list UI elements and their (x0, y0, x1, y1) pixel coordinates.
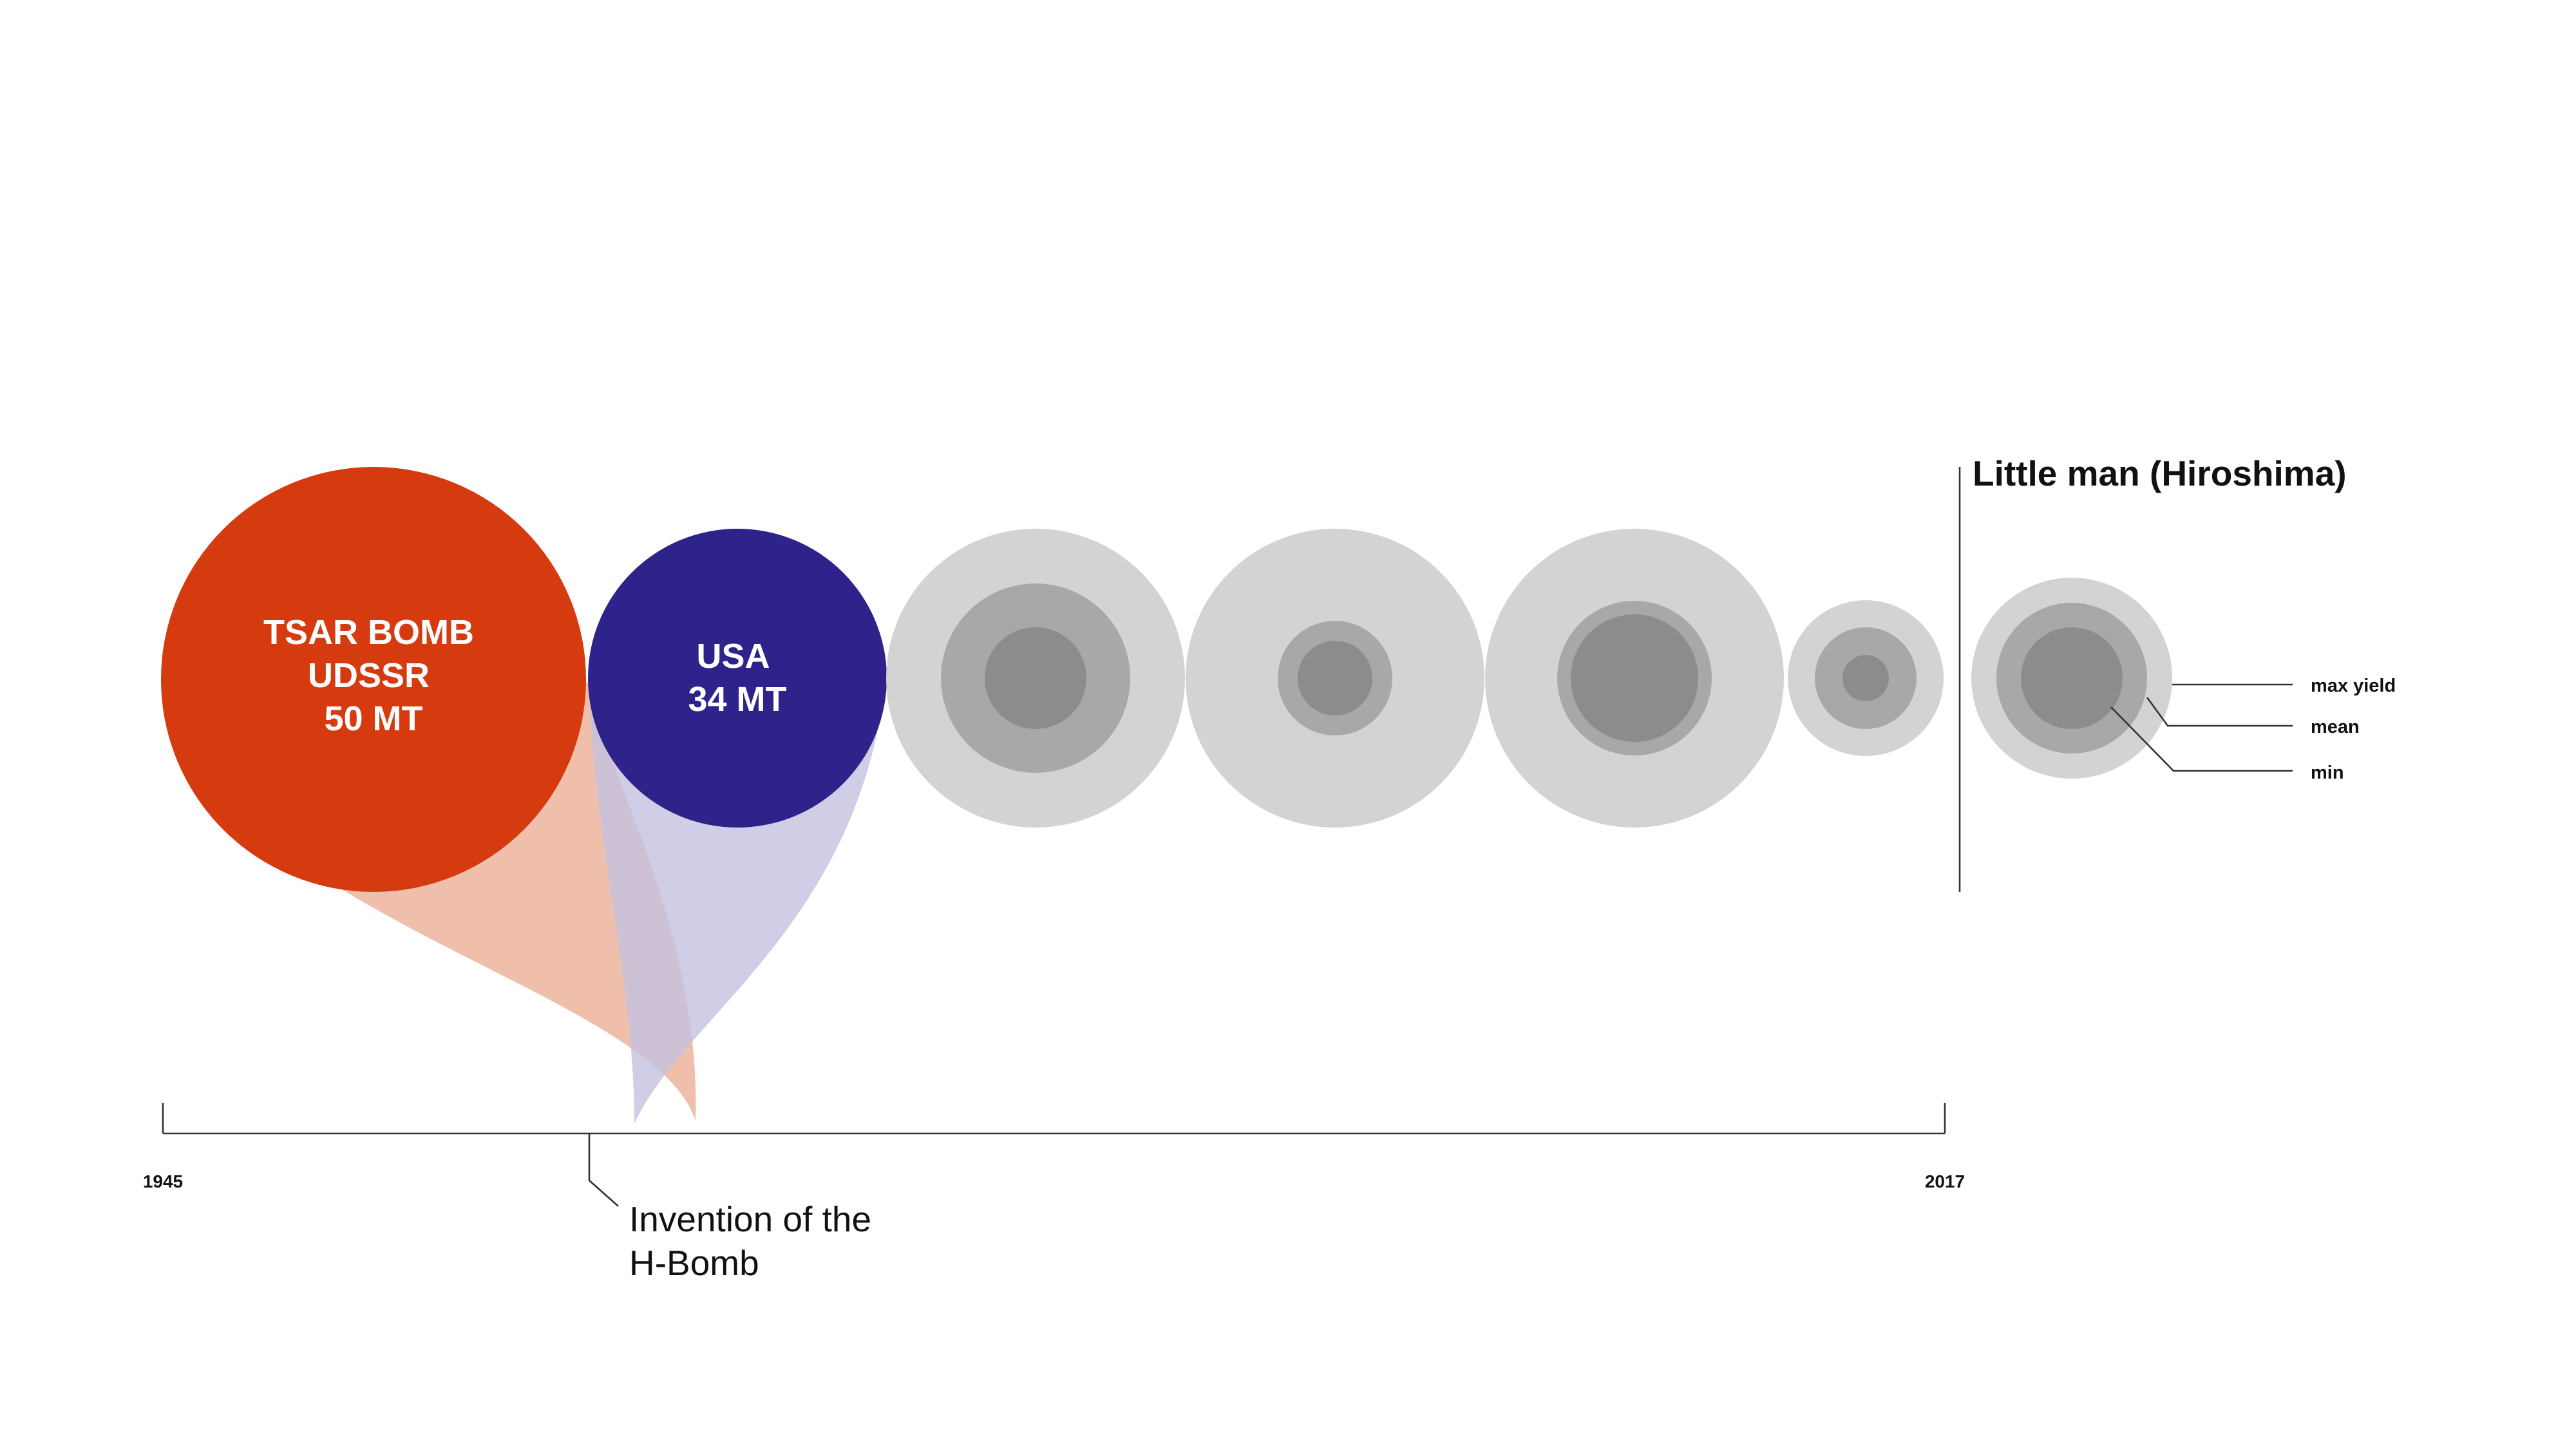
yield-group-1 (886, 529, 1185, 828)
reference-title: Little man (Hiroshima) (1973, 453, 2347, 493)
timeline-start-year: 1945 (143, 1171, 183, 1191)
yield-group-3 (1485, 529, 1784, 828)
timeline-end-year: 2017 (1925, 1171, 1965, 1191)
tsar-bomb-label: TSAR BOMB UDSSR 50 MT (263, 613, 484, 738)
legend-min-label: min (2311, 762, 2344, 783)
reference-min-circle (2021, 627, 2123, 729)
min-yield-circle (985, 627, 1086, 729)
tsar-label-line-1: TSAR BOMB (263, 613, 474, 652)
yield-group-2 (1186, 529, 1484, 828)
h-bomb-annotation: Invention of the H-Bomb (629, 1199, 881, 1283)
tsar-label-line-2: UDSSR (308, 656, 430, 695)
legend-max-label: max yield (2311, 676, 2396, 696)
h-bomb-annotation-line-1: Invention of the (629, 1199, 871, 1239)
tsar-label-line-3: 50 MT (324, 699, 422, 738)
usa-bomb-label: USA 34 MT (688, 637, 786, 719)
min-yield-circle (1842, 655, 1889, 701)
tsar-bomb-circle (161, 467, 586, 892)
reference-legend-circles (1971, 578, 2172, 779)
usa-label-line-2: 34 MT (688, 680, 786, 719)
legend-mean-leader (2146, 697, 2293, 727)
legend-min-leader (2110, 706, 2293, 772)
usa-bomb-circle (588, 529, 887, 828)
min-yield-circle (1571, 614, 1698, 742)
legend-mean-label: mean (2311, 717, 2360, 737)
h-bomb-annotation-leader (588, 1133, 619, 1207)
usa-label-line-1: USA (696, 637, 769, 676)
yield-group-4 (1788, 600, 1944, 756)
h-bomb-annotation-line-2: H-Bomb (629, 1243, 759, 1283)
min-yield-circle (1298, 641, 1372, 715)
